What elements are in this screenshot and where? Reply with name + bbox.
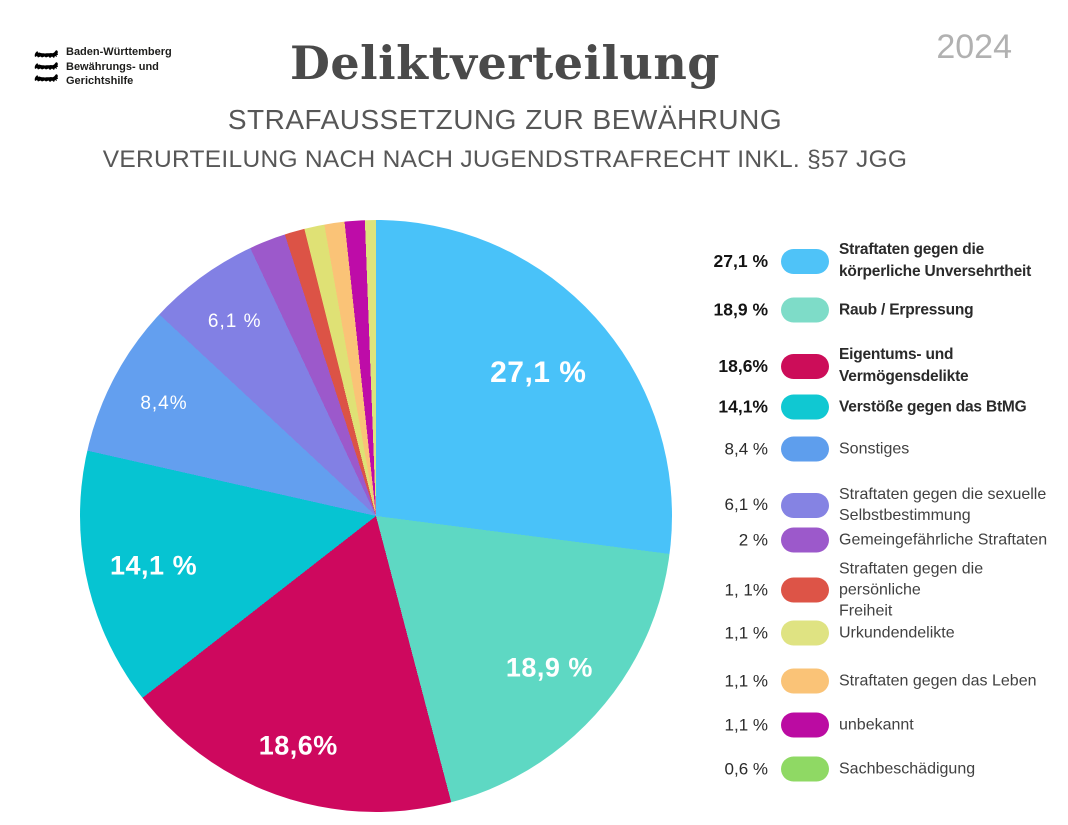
legend-row: 27,1 % Straftaten gegen die körperliche Un…	[690, 239, 1032, 283]
pie-slice-label: 27,1 %	[490, 356, 587, 390]
legend-swatch	[781, 577, 829, 603]
legend-percent: 0,6 %	[724, 759, 768, 778]
year-badge: 2024	[936, 28, 1012, 66]
legend-percent: 14,1%	[718, 396, 768, 417]
legend-percent: 27,1 %	[713, 250, 768, 271]
legend-label: Sachbeschädigung	[839, 760, 976, 778]
legend-swatch	[781, 297, 829, 323]
legend-swatch	[781, 394, 829, 420]
legend-label: Urkundendelikte	[839, 624, 955, 642]
legend-row: 1,1 % Urkundendelikte	[690, 620, 955, 646]
legend-row: 0,6 % Sachbeschädigung	[690, 756, 976, 782]
legend-row: 14,1% Verstöße gegen das BtMG	[690, 394, 1027, 420]
legend-label: Gemeingefährliche Straftaten	[839, 531, 1048, 549]
legend-swatch	[781, 527, 829, 553]
legend-swatch	[781, 668, 829, 694]
logo-line-2: Bewährungs- und	[66, 60, 159, 73]
legend-label: Straftaten gegen die persönliche Freiheit	[839, 560, 984, 620]
legend-label: Sonstiges	[839, 440, 910, 458]
legend-swatch	[781, 712, 829, 738]
logo-line-3: Gerichtshilfe	[66, 75, 134, 87]
legend-percent: 18,9 %	[713, 299, 768, 320]
bw-logo: Baden-Württemberg Bewährungs- und Gerich…	[33, 45, 172, 89]
legend-percent: 1,1 %	[724, 715, 768, 734]
legend-swatch	[781, 756, 829, 782]
legend-row: 1,1 % Straftaten gegen das Leben	[690, 668, 1037, 694]
subtitle-verurteilung: VERURTEILUNG NACH NACH JUGENDSTRAFRECHT …	[102, 146, 908, 173]
legend-label: Eigentums- und Vermögensdelikte	[839, 346, 969, 385]
legend-swatch	[781, 436, 829, 462]
legend-row: 6,1 % Straftaten gegen die sexuelle Selbst…	[690, 484, 1047, 526]
legend-percent: 1, 1%	[724, 580, 768, 599]
legend-swatch	[781, 620, 829, 646]
legend-swatch	[781, 353, 829, 379]
pie-slice-label: 6,1 %	[207, 311, 262, 333]
legend-percent: 1,1 %	[724, 671, 768, 690]
legend-percent: 8,4 %	[724, 439, 768, 458]
page-title: Deliktverteilung	[290, 36, 720, 90]
pie-slice-label: 14,1 %	[110, 550, 198, 581]
legend-row: 18,9 % Raub / Erpressung	[690, 297, 974, 323]
legend-percent: 2 %	[738, 530, 768, 549]
legend-swatch	[781, 248, 829, 274]
legend-percent: 18,6%	[718, 355, 768, 376]
legend-label: Straftaten gegen die körperliche Unverseh…	[839, 241, 1032, 280]
legend-label: Raub / Erpressung	[839, 301, 974, 318]
legend-row: 2 % Gemeingefährliche Straftaten	[690, 527, 1048, 553]
legend-row: 18,6% Eigentums- und Vermögensdelikte	[690, 344, 968, 388]
pie-chart: 27,1 % 18,9 % 18,6% 14,1 % 8,4% 6,1 %	[80, 220, 672, 812]
legend-label: Straftaten gegen das Leben	[839, 672, 1037, 690]
legend-label: Straftaten gegen die sexuelle Selbstbesti…	[839, 486, 1047, 524]
legend-row: 8,4 % Sonstiges	[690, 436, 910, 462]
pie-slice-label: 18,9 %	[505, 652, 593, 683]
legend-label: unbekannt	[839, 716, 914, 734]
legend-label: Verstöße gegen das BtMG	[839, 398, 1027, 415]
pie-slice-label: 8,4%	[140, 393, 188, 414]
subtitle-strafaussetzung: STRAFAUSSETZUNG ZUR BEWÄHRUNG	[227, 104, 783, 135]
logo-text: Baden-Württemberg Bewährungs- und Gerich…	[66, 45, 172, 89]
legend-percent: 6,1 %	[724, 495, 768, 514]
legend-swatch	[781, 492, 829, 518]
pie-slice-label: 18,6%	[258, 730, 338, 761]
logo-line-1: Baden-Württemberg	[66, 46, 172, 58]
legend-percent: 1,1 %	[724, 623, 768, 642]
legend-row: 1,1 % unbekannt	[690, 712, 914, 738]
legend-row: 1, 1% Straftaten gegen die persönliche Fre…	[690, 559, 1068, 622]
